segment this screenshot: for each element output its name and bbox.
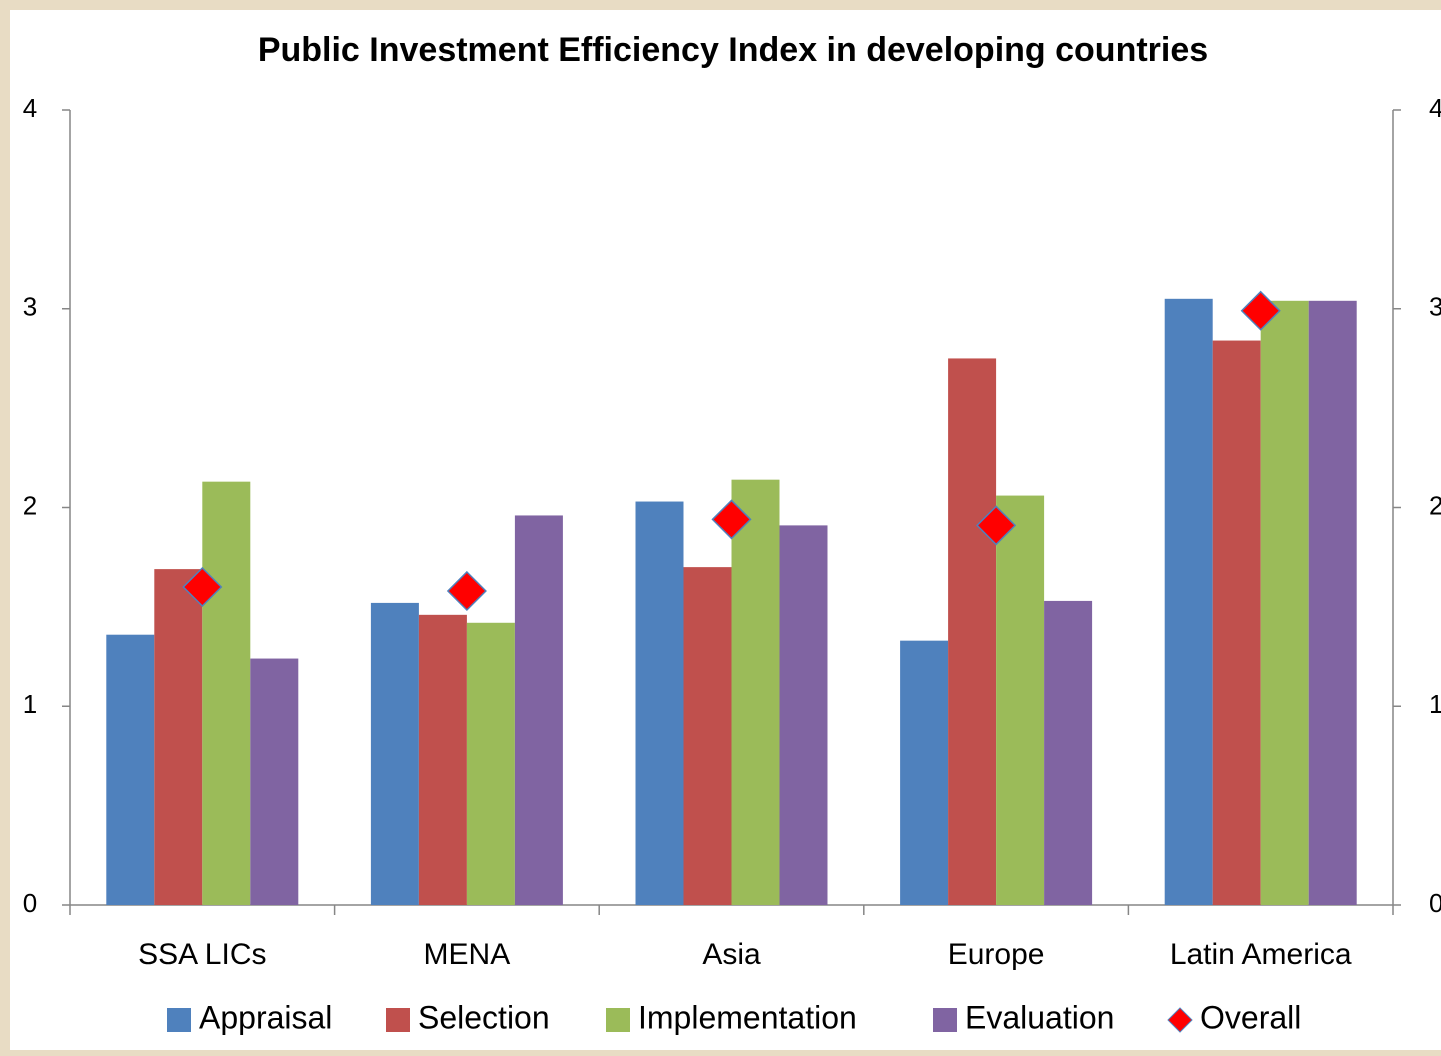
bar: [370, 602, 419, 905]
y2-tick-label: 3: [1429, 292, 1441, 322]
marker: [711, 499, 752, 540]
bar: [1260, 300, 1309, 905]
x-tick-label: Latin America: [1170, 938, 1352, 971]
y-tick-label: 1: [23, 689, 37, 719]
legend-label: Implementation: [638, 999, 857, 1035]
x-tick-label: SSA LICs: [138, 938, 266, 971]
marker: [976, 505, 1017, 546]
legend-swatch: [933, 1008, 957, 1032]
bar: [466, 622, 515, 905]
marker: [1240, 290, 1281, 331]
bar: [1164, 298, 1213, 905]
legend-swatch: [167, 1008, 191, 1032]
bar: [1212, 340, 1261, 905]
bar: [514, 515, 563, 905]
legend-swatch: [386, 1008, 410, 1032]
bar: [250, 658, 299, 905]
bar: [1308, 300, 1357, 905]
legend-label: Selection: [418, 999, 550, 1035]
bar: [731, 479, 780, 905]
bar: [154, 569, 203, 905]
bar: [418, 614, 467, 905]
bar: [1044, 600, 1093, 905]
x-tick-label: MENA: [424, 938, 511, 971]
bar: [635, 501, 684, 905]
bar: [996, 495, 1045, 905]
x-tick-label: Asia: [702, 938, 761, 971]
x-tick-label: Europe: [948, 938, 1045, 971]
y2-tick-label: 0: [1429, 888, 1441, 918]
y2-tick-label: 4: [1429, 93, 1441, 123]
bar: [948, 358, 997, 905]
y2-tick-label: 2: [1429, 490, 1441, 520]
bar: [900, 640, 949, 905]
bar: [202, 481, 251, 905]
legend-label: Evaluation: [965, 999, 1114, 1035]
bar: [106, 634, 155, 905]
marker: [182, 566, 223, 608]
bar: [779, 525, 828, 905]
marker: [446, 570, 487, 612]
y-tick-label: 4: [23, 93, 37, 123]
y2-tick-label: 1: [1429, 689, 1441, 719]
y-tick-label: 0: [23, 888, 37, 918]
y-tick-label: 3: [23, 292, 37, 322]
legend-swatch: [606, 1008, 630, 1032]
bar: [683, 567, 732, 905]
legend-marker: [1167, 1007, 1193, 1033]
y-tick-label: 2: [23, 490, 37, 520]
legend-label: Appraisal: [199, 999, 332, 1035]
legend-label: Overall: [1200, 999, 1301, 1035]
chart-title: Public Investment Efficiency Index in de…: [258, 31, 1208, 69]
